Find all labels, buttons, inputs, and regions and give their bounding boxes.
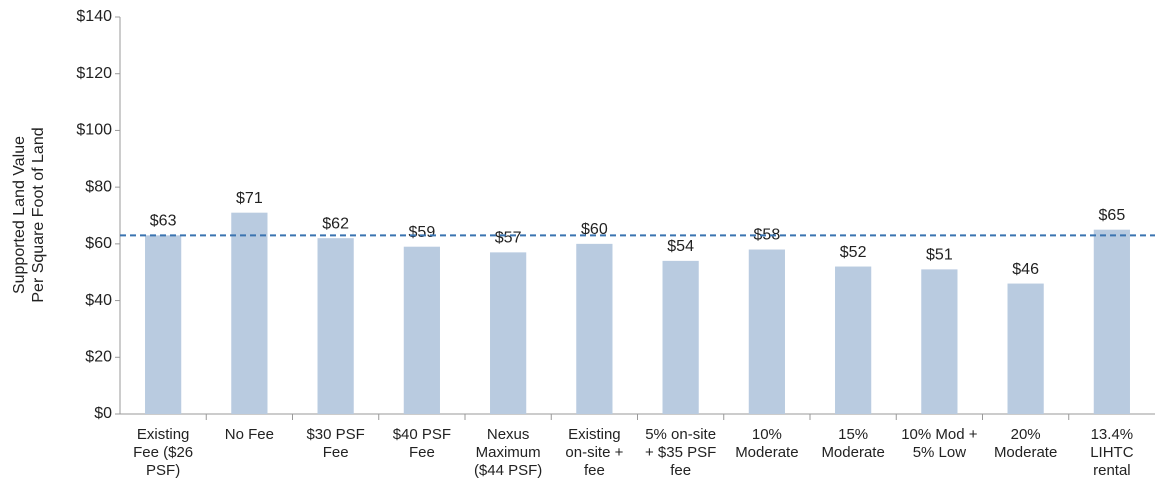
y-tick-label: $80 <box>85 178 112 195</box>
bar <box>403 246 440 414</box>
x-tick-label: Existing Fee ($26 PSF) <box>133 426 194 479</box>
bar <box>748 249 785 414</box>
bar <box>490 252 527 414</box>
data-label: $58 <box>754 227 781 244</box>
x-tick-label: 5% on-site + $35 PSF fee <box>644 426 717 479</box>
x-tick-label: $30 PSF Fee <box>306 426 365 461</box>
x-tick-label-box: $30 PSF Fee <box>306 426 365 461</box>
bar <box>231 212 268 414</box>
x-tick-label-box: No Fee <box>224 426 274 443</box>
bar <box>1093 229 1130 414</box>
data-label: $46 <box>1012 261 1039 278</box>
x-tick-label-box: 10% Moderate <box>735 426 799 461</box>
data-label: $71 <box>236 190 263 207</box>
data-label: $59 <box>409 224 436 241</box>
x-tick-label-box: 15% Moderate <box>821 426 885 461</box>
data-label: $57 <box>495 230 522 247</box>
data-label: $63 <box>150 213 177 230</box>
bar <box>576 243 613 414</box>
x-tick-label-box: Nexus Maximum ($44 PSF) <box>473 426 543 479</box>
y-tick-label: $40 <box>85 292 112 309</box>
bar <box>145 235 182 414</box>
y-tick-label: $120 <box>76 65 112 82</box>
data-label: $54 <box>667 238 694 255</box>
bar <box>1007 283 1044 414</box>
x-tick-label: $40 PSF Fee <box>392 426 452 461</box>
x-tick-label: Existing on-site + fee <box>565 426 624 479</box>
y-tick-label: $140 <box>76 8 112 25</box>
data-label: $65 <box>1099 207 1126 224</box>
x-tick-label-box: $40 PSF Fee <box>392 426 452 461</box>
x-tick-label: 13.4% LIHTC rental <box>1090 426 1134 479</box>
x-tick-label-box: Existing on-site + fee <box>565 426 624 479</box>
x-tick-label-box: 13.4% LIHTC rental <box>1090 426 1134 479</box>
data-label: $52 <box>840 244 867 261</box>
bar <box>662 260 699 414</box>
x-tick-label-box: 10% Mod + 5% Low <box>901 426 978 461</box>
data-label: $62 <box>322 215 349 232</box>
x-tick-label: 15% Moderate <box>821 426 885 461</box>
x-tick-label: 10% Mod + 5% Low <box>901 426 978 461</box>
x-tick-label: 20% Moderate <box>993 426 1058 461</box>
data-label: $51 <box>926 247 953 264</box>
bar <box>835 266 872 414</box>
y-tick-label: $0 <box>94 405 112 422</box>
y-tick-label: $60 <box>85 235 112 252</box>
x-tick-label-box: 5% on-site + $35 PSF fee <box>644 426 717 479</box>
y-axis-label: Supported Land Value <box>11 136 28 294</box>
y-tick-label: $100 <box>76 122 112 139</box>
x-tick-label-box: 20% Moderate <box>993 426 1058 461</box>
y-axis-label: Per Square Foot of Land <box>30 127 47 302</box>
y-tick-label: $20 <box>85 349 112 366</box>
x-tick-label: 10% Moderate <box>735 426 799 461</box>
data-label: $60 <box>581 221 608 238</box>
x-tick-label: Nexus Maximum ($44 PSF) <box>473 426 543 479</box>
bar <box>921 269 958 414</box>
x-tick-label-box: Existing Fee ($26 PSF) <box>133 426 194 479</box>
x-tick-label: No Fee <box>224 426 274 443</box>
bar <box>317 238 354 414</box>
